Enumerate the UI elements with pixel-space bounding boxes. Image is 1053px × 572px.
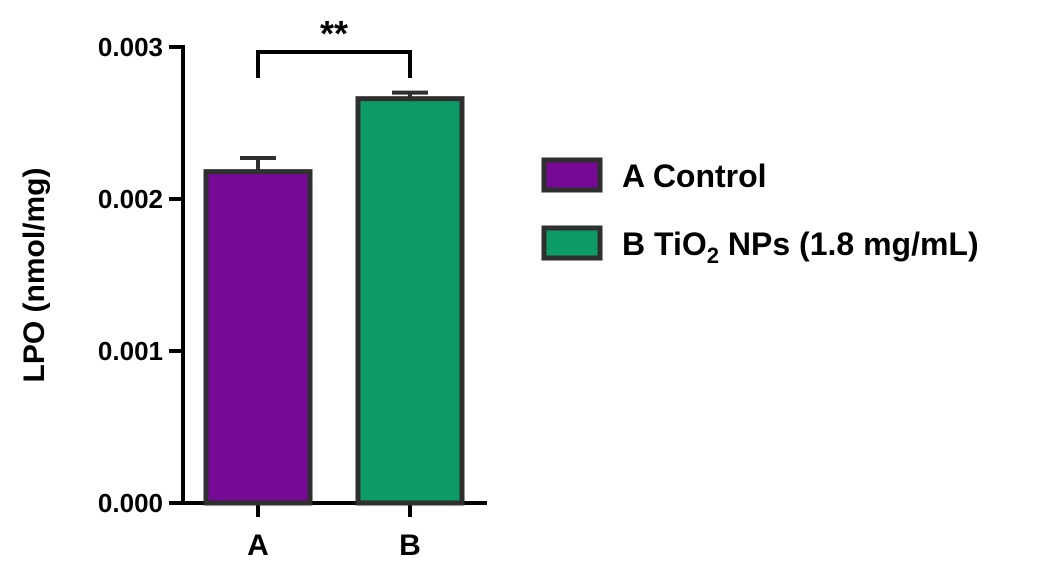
y-tick-label: 0.003 [98, 32, 163, 62]
legend-label-tio2-subscript: 2 [707, 243, 719, 268]
legend: A Control B TiO2 NPs (1.8 mg/mL) [541, 157, 979, 268]
legend-label-tio2-tail: NPs (1.8 mg/mL) [719, 226, 979, 262]
x-category-label: A [247, 529, 269, 562]
y-tick-label: 0.001 [98, 336, 163, 366]
legend-label-control: A Control [622, 158, 767, 194]
error-bars [240, 90, 428, 172]
bar-b [355, 96, 465, 506]
significance-bracket: ** [256, 13, 412, 78]
bar-a [203, 169, 313, 506]
y-axis-label: LPO (nmol/mg) [18, 168, 51, 383]
significance-label: ** [320, 13, 348, 54]
bars [203, 96, 465, 506]
legend-label-tio2-main: B TiO [622, 226, 707, 262]
legend-label-tio2: B TiO2 NPs (1.8 mg/mL) [622, 226, 979, 268]
y-tick-label: 0.002 [98, 184, 163, 214]
x-category-label: B [399, 529, 421, 562]
y-tick-label: 0.000 [98, 488, 163, 518]
legend-swatch-tio2 [541, 225, 603, 261]
legend-swatch-control [541, 157, 603, 193]
significance-bracket-line [256, 50, 412, 78]
y-ticks: 0.000 0.001 0.002 0.003 [98, 32, 183, 518]
